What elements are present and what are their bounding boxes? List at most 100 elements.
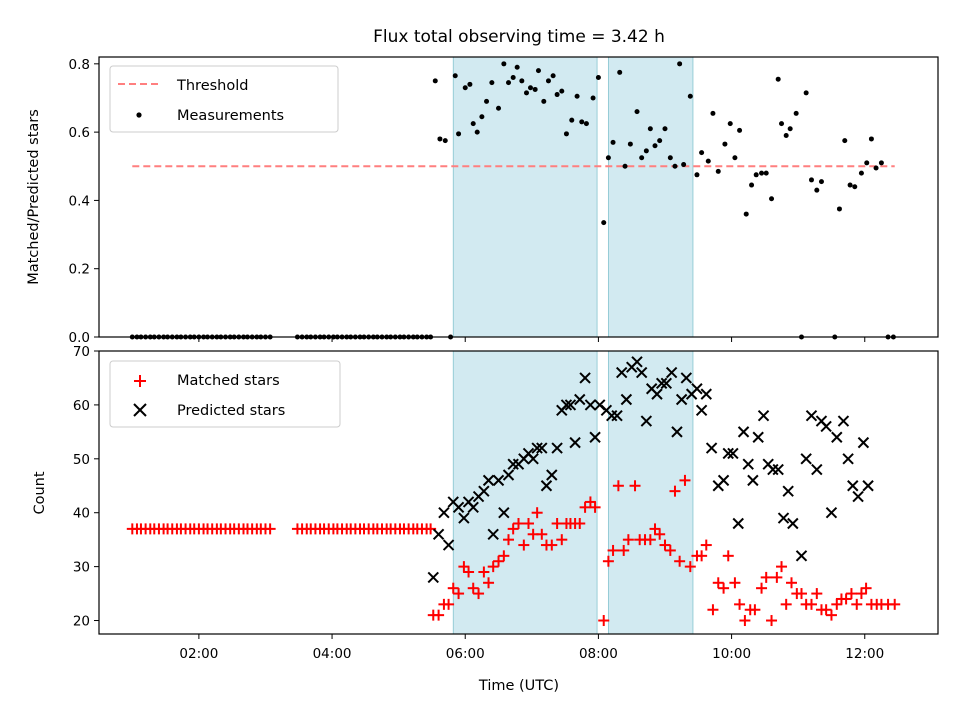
predicted-star-mark-b	[579, 372, 591, 384]
matched-star-point	[467, 582, 479, 594]
predicted-star-mark-b	[564, 399, 577, 411]
predicted-star-mark-b	[862, 480, 874, 492]
measurement-point	[583, 121, 589, 127]
measurement-point	[484, 98, 490, 104]
predicted-star-mark-b	[722, 447, 734, 460]
y-tick-label: 0.4	[69, 193, 90, 209]
predicted-star-point	[564, 399, 577, 411]
matched-star-point	[739, 615, 751, 627]
measurement-point	[699, 150, 705, 156]
measurement-point	[501, 61, 507, 67]
matched-star-point	[493, 555, 505, 567]
measurement-point	[563, 131, 569, 137]
predicted-star-point	[717, 474, 730, 487]
measurement-point	[737, 127, 743, 133]
matched-star-point	[473, 588, 485, 600]
predicted-star-point	[611, 409, 623, 422]
x-tick-label: 10:00	[712, 646, 751, 662]
measurement-point	[783, 133, 789, 139]
matched-star-point	[579, 501, 591, 513]
y-tick-label: 30	[73, 560, 90, 576]
predicted-star-mark-b	[825, 507, 838, 519]
predicted-star-point	[551, 442, 563, 454]
measurement-point	[437, 136, 443, 142]
matched-star-point	[734, 598, 746, 610]
predicted-star-point	[427, 571, 439, 584]
measurement-point	[710, 110, 716, 116]
predicted-star-point	[620, 393, 633, 406]
measurement-point	[787, 126, 793, 132]
measurement-point	[554, 92, 560, 98]
measurement-point	[749, 182, 755, 188]
measurement-point	[864, 160, 870, 166]
predicted-star-mark-b	[795, 550, 808, 562]
predicted-star-point	[546, 469, 558, 481]
predicted-star-mark-b	[452, 501, 465, 514]
matched-star-point	[507, 523, 519, 535]
measurement-point	[559, 88, 565, 94]
measurement-point	[667, 155, 673, 161]
predicted-star-point	[651, 388, 663, 400]
measurement-point	[775, 76, 781, 82]
predicted-star-point	[862, 480, 874, 492]
predicted-star-mark-b	[742, 458, 754, 470]
measurement-point	[550, 73, 556, 79]
matched-star-point	[771, 571, 783, 583]
measurements-legend-swatch	[136, 112, 142, 118]
matched-star-point	[860, 582, 872, 594]
matched-star-point	[760, 571, 772, 583]
measurement-point	[474, 129, 480, 135]
predicted-star-point	[795, 550, 808, 562]
predicted-star-point	[837, 415, 850, 427]
predicted-star-point	[531, 442, 543, 454]
predicted-star-point	[579, 372, 591, 384]
predicted-star-point	[616, 366, 628, 379]
predicted-star-mark-b	[700, 388, 712, 400]
predicted-star-mark-b	[660, 377, 673, 390]
predicted-star-point	[732, 517, 744, 530]
matched-star-point	[679, 474, 691, 486]
matched-star-point	[622, 534, 634, 546]
predicted-star-mark-b	[777, 512, 790, 524]
measurement-point	[803, 90, 809, 96]
predicted-star-point	[767, 463, 779, 476]
matched-star-point	[607, 544, 619, 556]
matched-star-point	[478, 566, 490, 578]
matched-star-point	[487, 561, 499, 573]
predicted-star-point	[811, 463, 823, 476]
predicted-star-point	[631, 356, 643, 368]
predicted-star-point	[820, 420, 832, 433]
predicted-star-mark-b	[732, 517, 744, 530]
predicted-star-mark-b	[772, 463, 784, 476]
matched-star-point	[851, 598, 863, 610]
top-y-axis-label: Matched/Predicted stars	[26, 109, 42, 285]
measurement-point	[442, 138, 448, 144]
measurement-point	[627, 141, 633, 147]
predicted-star-point	[589, 431, 601, 443]
threshold-legend-label: Threshold	[176, 78, 248, 94]
matched-star-point	[776, 561, 788, 573]
predicted-star-point	[640, 415, 653, 427]
predicted-star-point	[560, 399, 573, 411]
predicted-star-mark-b	[589, 431, 601, 443]
predicted-star-mark-b	[620, 393, 633, 406]
predicted-star-mark-b	[569, 436, 581, 449]
matched-star-point	[483, 577, 495, 589]
matched-star-point	[589, 501, 601, 513]
predicted-star-mark-b	[747, 474, 759, 487]
predicted-star-mark-b	[645, 383, 658, 395]
y-tick-label: 0.2	[69, 262, 90, 278]
predicted-star-mark-b	[680, 372, 693, 384]
y-tick-label: 40	[73, 506, 90, 522]
predicted-star-mark-b	[551, 442, 563, 454]
predicted-star-point	[442, 539, 455, 551]
predicted-star-mark-b	[467, 501, 479, 514]
measurement-point	[814, 187, 820, 193]
predicted-star-point	[772, 463, 784, 476]
measurement-point	[722, 141, 728, 147]
x-tick-label: 04:00	[313, 646, 352, 662]
measurement-point	[514, 64, 520, 70]
matched-star-point	[684, 561, 696, 573]
measurement-point	[687, 93, 693, 99]
matched-star-point	[749, 604, 761, 616]
